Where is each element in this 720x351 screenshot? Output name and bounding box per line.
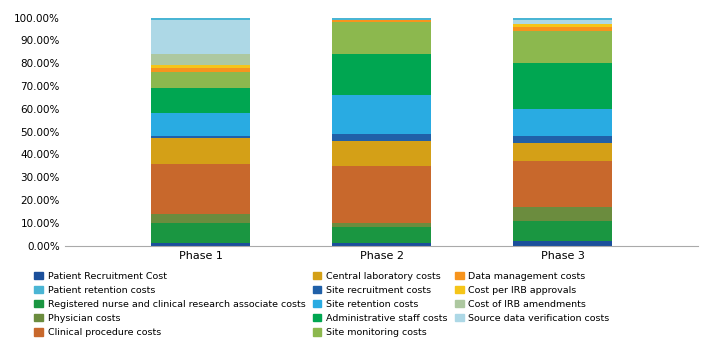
- Bar: [150, 164, 251, 214]
- Bar: [150, 72, 251, 88]
- Bar: [332, 166, 431, 223]
- Bar: [150, 244, 251, 246]
- Bar: [150, 18, 251, 20]
- Bar: [150, 223, 251, 244]
- Legend: Patient Recruitment Cost, Patient retention costs, Registered nurse and clinical: Patient Recruitment Cost, Patient retent…: [32, 269, 613, 340]
- Bar: [513, 241, 613, 246]
- Bar: [513, 63, 613, 109]
- Bar: [513, 27, 613, 31]
- Bar: [513, 24, 613, 27]
- Bar: [150, 54, 251, 65]
- Bar: [150, 138, 251, 164]
- Bar: [513, 31, 613, 63]
- Bar: [150, 214, 251, 223]
- Bar: [150, 88, 251, 113]
- Bar: [332, 22, 431, 54]
- Bar: [332, 141, 431, 166]
- Bar: [513, 20, 613, 24]
- Bar: [150, 68, 251, 72]
- Bar: [150, 113, 251, 136]
- Bar: [513, 220, 613, 241]
- Bar: [513, 143, 613, 161]
- Bar: [150, 136, 251, 138]
- Bar: [332, 95, 431, 134]
- Bar: [332, 244, 431, 246]
- Bar: [150, 65, 251, 68]
- Bar: [513, 207, 613, 220]
- Bar: [332, 54, 431, 95]
- Bar: [332, 20, 431, 22]
- Bar: [513, 18, 613, 20]
- Bar: [332, 134, 431, 141]
- Bar: [332, 227, 431, 244]
- Bar: [513, 161, 613, 207]
- Bar: [513, 136, 613, 143]
- Bar: [513, 109, 613, 136]
- Bar: [150, 20, 251, 54]
- Bar: [332, 18, 431, 20]
- Bar: [332, 223, 431, 227]
